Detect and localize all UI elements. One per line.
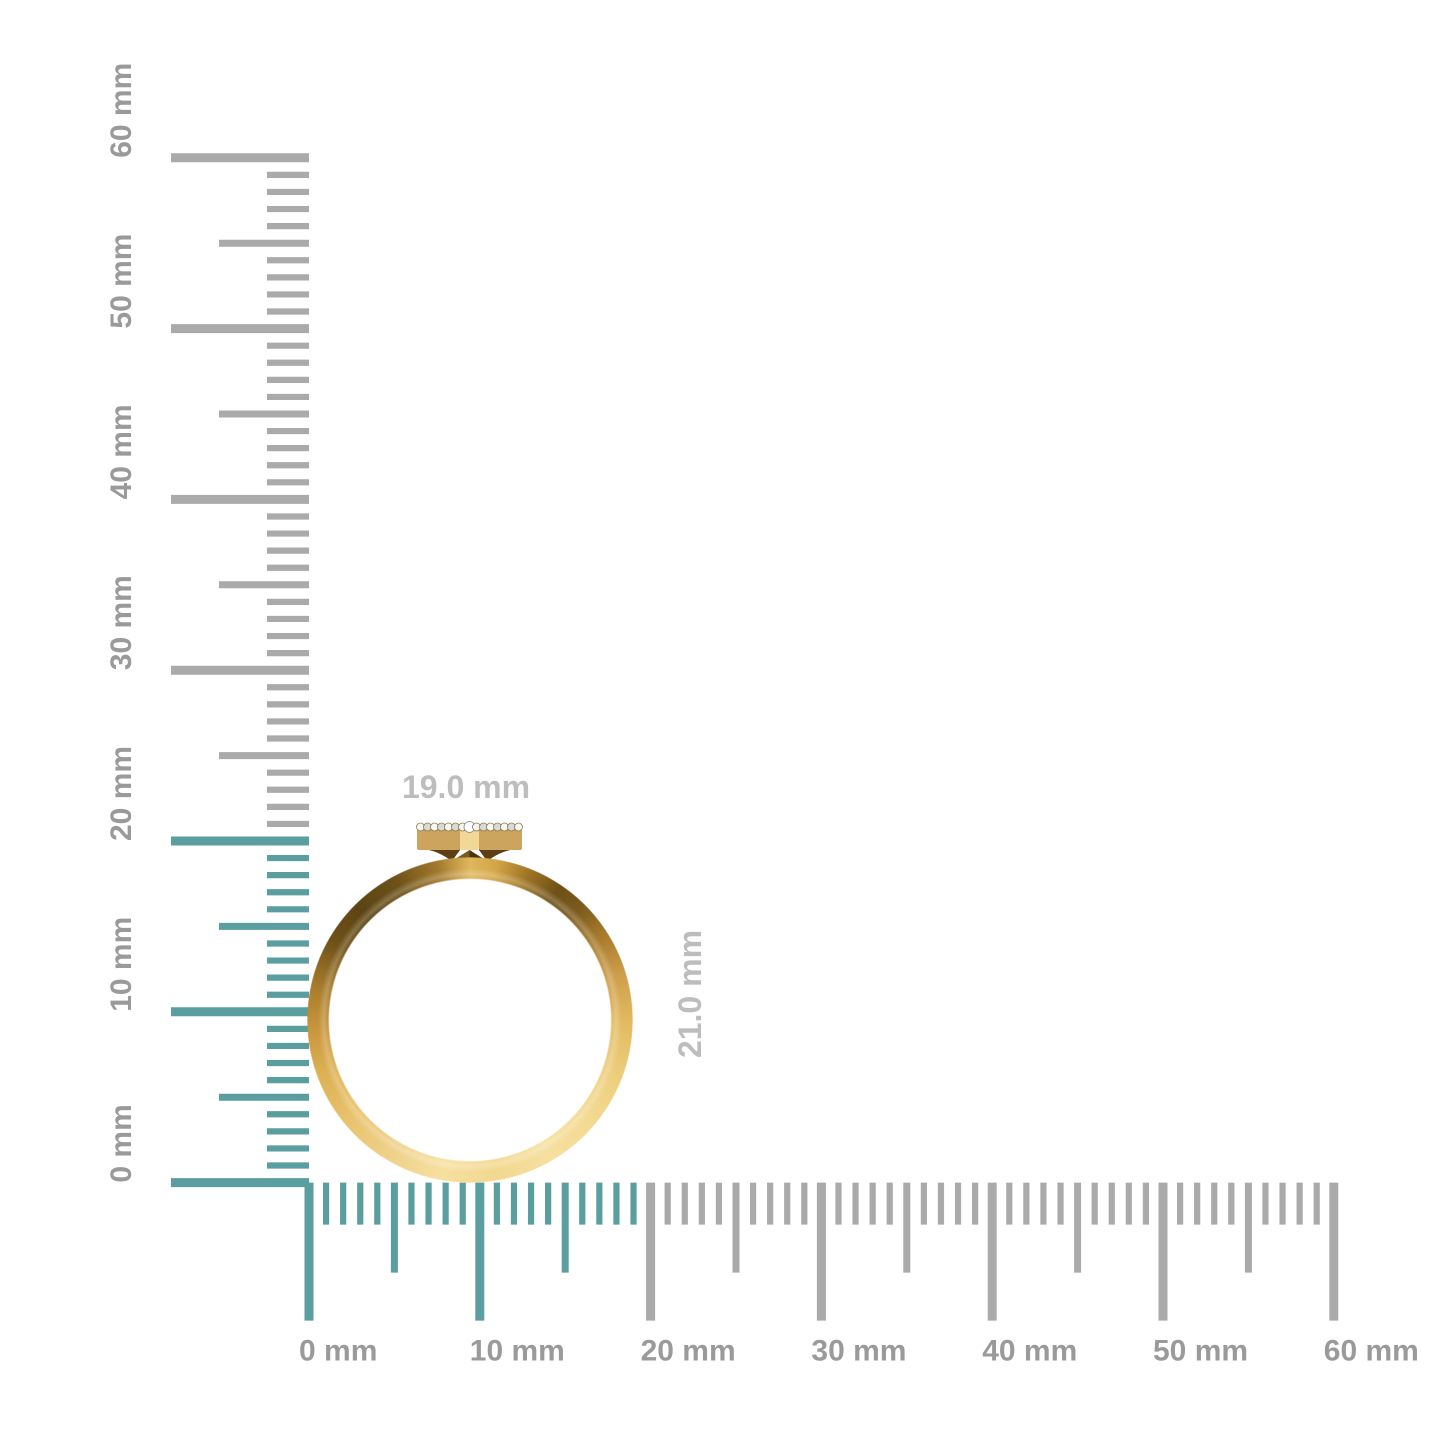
svg-text:19.0 mm: 19.0 mm — [402, 769, 530, 805]
svg-text:10 mm: 10 mm — [470, 1335, 565, 1368]
svg-text:40 mm: 40 mm — [105, 404, 138, 499]
svg-text:60 mm: 60 mm — [105, 63, 138, 158]
svg-text:21.0 mm: 21.0 mm — [672, 930, 708, 1058]
svg-text:50 mm: 50 mm — [1153, 1335, 1248, 1368]
svg-text:10 mm: 10 mm — [105, 917, 138, 1012]
svg-text:40 mm: 40 mm — [982, 1335, 1077, 1368]
svg-text:50 mm: 50 mm — [105, 234, 138, 329]
svg-text:20 mm: 20 mm — [105, 746, 138, 841]
svg-text:30 mm: 30 mm — [105, 575, 138, 670]
svg-text:0 mm: 0 mm — [299, 1335, 377, 1368]
svg-text:60 mm: 60 mm — [1324, 1335, 1419, 1368]
svg-text:0 mm: 0 mm — [105, 1104, 138, 1182]
svg-text:30 mm: 30 mm — [811, 1335, 906, 1368]
svg-text:20 mm: 20 mm — [641, 1335, 736, 1368]
